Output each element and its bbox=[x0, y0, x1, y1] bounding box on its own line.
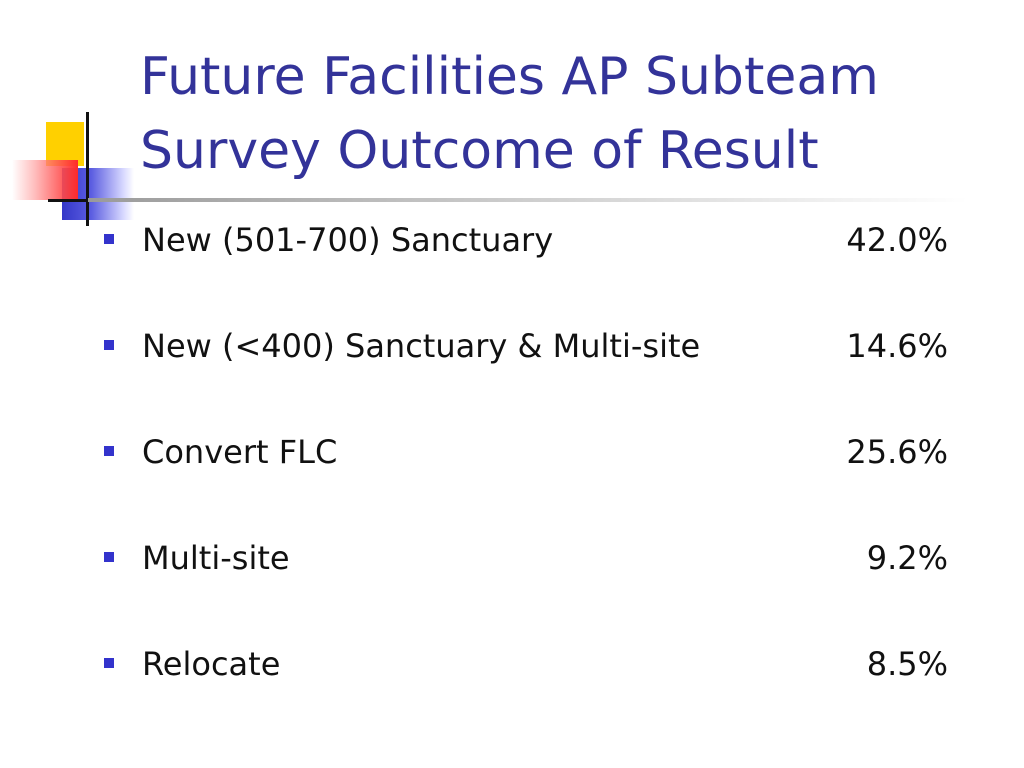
item-label: Multi-site bbox=[142, 539, 290, 577]
vertical-line bbox=[86, 112, 89, 226]
item-percentage: 9.2% bbox=[866, 539, 948, 577]
item-label: Convert FLC bbox=[142, 433, 338, 471]
square-bullet-icon bbox=[104, 552, 114, 562]
item-label: New (501-700) Sanctuary bbox=[142, 221, 554, 259]
title-line-1: Future Facilities AP Subteam bbox=[140, 47, 879, 107]
item-label: New (<400) Sanctuary & Multi-site bbox=[142, 327, 701, 365]
list-item: New (<400) Sanctuary & Multi-site 14.6% bbox=[104, 318, 984, 424]
square-bullet-icon bbox=[104, 340, 114, 350]
red-square bbox=[12, 160, 78, 200]
square-bullet-icon bbox=[104, 446, 114, 456]
item-label: Relocate bbox=[142, 645, 281, 683]
item-percentage: 25.6% bbox=[846, 433, 948, 471]
corner-ornament bbox=[0, 0, 140, 230]
yellow-square bbox=[46, 122, 84, 166]
item-percentage: 14.6% bbox=[846, 327, 948, 365]
title-divider bbox=[88, 198, 968, 202]
list-item: Convert FLC 25.6% bbox=[104, 424, 984, 530]
list-item: Relocate 8.5% bbox=[104, 636, 984, 742]
list-item: Multi-site 9.2% bbox=[104, 530, 984, 636]
item-percentage: 8.5% bbox=[866, 645, 948, 683]
slide-title: Future Facilities AP Subteam Survey Outc… bbox=[140, 40, 1000, 188]
item-percentage: 42.0% bbox=[846, 221, 948, 259]
bullet-list: New (501-700) Sanctuary 42.0% New (<400)… bbox=[104, 212, 984, 742]
square-bullet-icon bbox=[104, 658, 114, 668]
title-line-2: Survey Outcome of Result bbox=[140, 121, 819, 181]
list-item: New (501-700) Sanctuary 42.0% bbox=[104, 212, 984, 318]
square-bullet-icon bbox=[104, 234, 114, 244]
